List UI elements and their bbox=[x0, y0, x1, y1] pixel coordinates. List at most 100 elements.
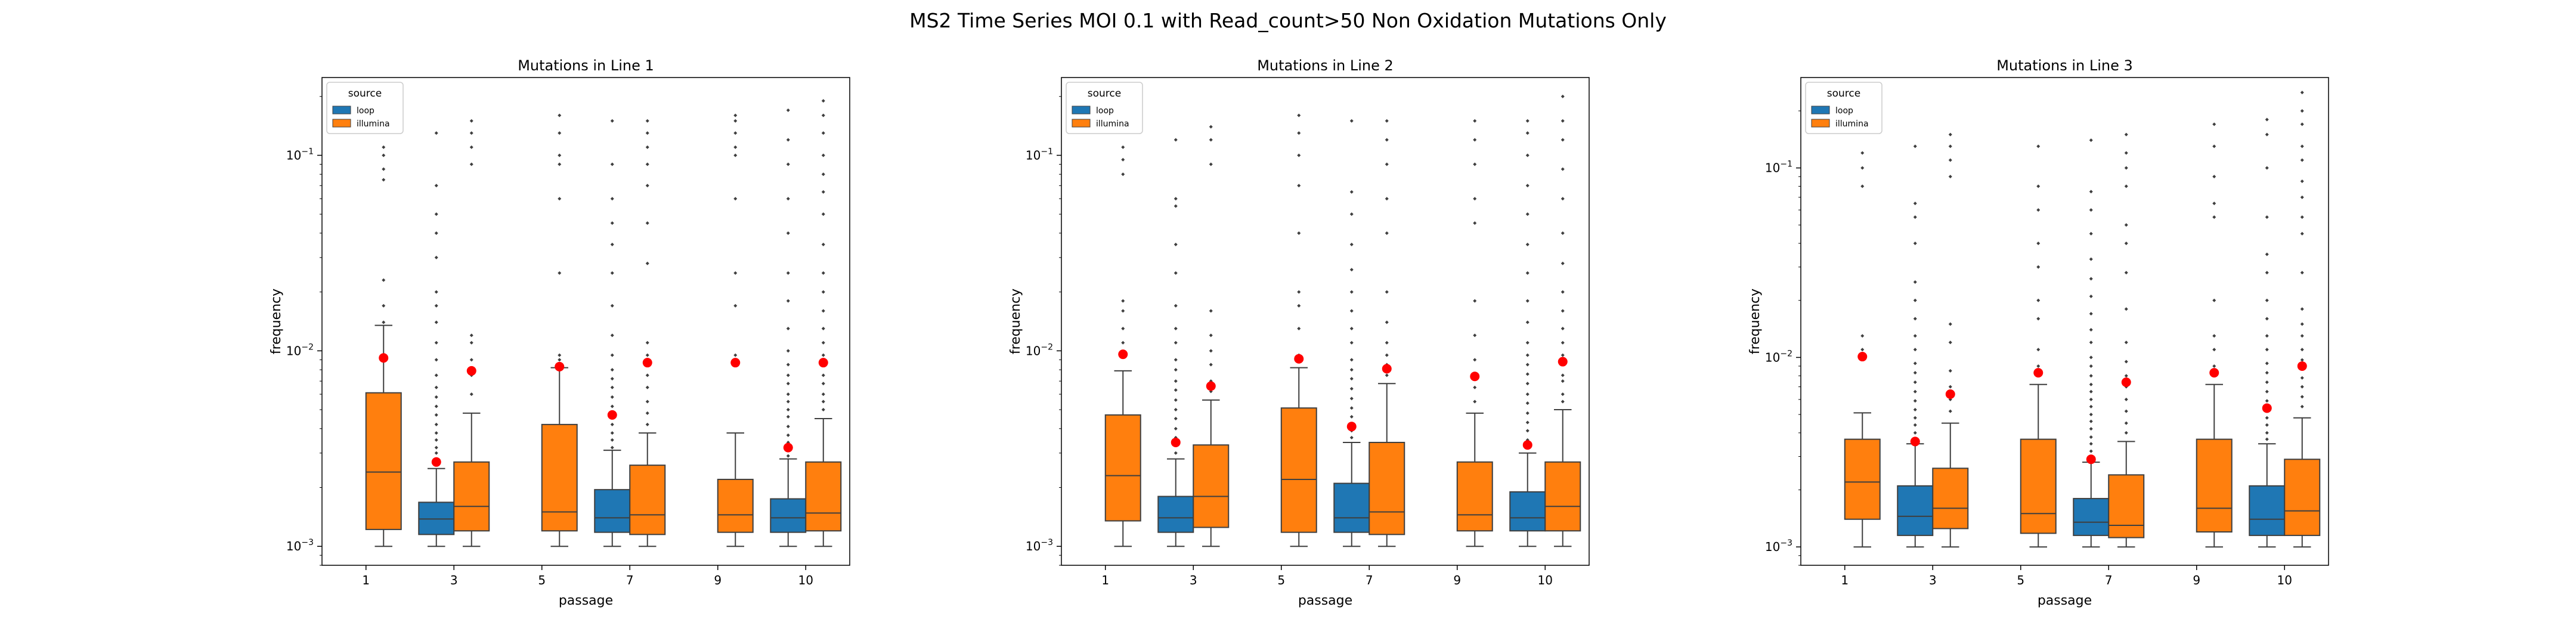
mean-marker-loop-passage-3 bbox=[431, 457, 441, 467]
box-iqr bbox=[453, 461, 490, 532]
x-tick-label: 5 bbox=[2017, 573, 2024, 587]
outlier-point bbox=[2089, 312, 2093, 316]
outlier-point bbox=[610, 445, 614, 450]
outlier-point bbox=[1349, 435, 1354, 439]
outlier-point bbox=[1385, 340, 1389, 345]
outlier-point bbox=[821, 400, 825, 404]
mean-marker-illumina-passage-1 bbox=[1857, 352, 1868, 362]
outlier-point bbox=[1525, 184, 1530, 188]
outlier-point bbox=[1209, 138, 1213, 142]
outlier-point bbox=[1297, 184, 1301, 188]
outlier-point bbox=[610, 438, 614, 442]
outlier-point bbox=[1913, 371, 1917, 375]
outlier-point bbox=[1561, 119, 1565, 123]
series-illumina bbox=[1844, 91, 2321, 548]
outlier-point bbox=[1174, 379, 1178, 383]
outlier-point bbox=[1913, 416, 1917, 420]
outlier-point bbox=[1349, 212, 1354, 216]
legend-label-loop: loop bbox=[1835, 106, 1853, 116]
y-axis-label: frequency bbox=[269, 289, 284, 354]
outlier-point bbox=[1121, 309, 1125, 313]
outlier-point bbox=[2124, 151, 2128, 155]
box-iqr bbox=[1509, 491, 1546, 532]
outlier-point bbox=[610, 333, 614, 338]
outlier-point bbox=[1174, 388, 1178, 392]
outlier-point bbox=[1473, 162, 1477, 166]
outlier-point bbox=[1473, 385, 1477, 389]
outlier-point bbox=[434, 395, 438, 399]
outlier-point bbox=[1349, 377, 1354, 381]
outlier-point bbox=[645, 353, 649, 357]
box-illumina-passage-9 bbox=[1456, 119, 1493, 547]
box-illumina-passage-5 bbox=[2020, 144, 2057, 548]
outlier-point bbox=[1561, 309, 1565, 313]
outlier-point bbox=[1174, 398, 1178, 402]
y-tick-exponent: −1 bbox=[301, 147, 314, 156]
outlier-point bbox=[1385, 373, 1389, 377]
outlier-point bbox=[2265, 423, 2269, 427]
outlier-point bbox=[1473, 221, 1477, 225]
outlier-point bbox=[1948, 369, 1952, 373]
box-illumina-passage-1 bbox=[1844, 151, 1881, 548]
outlier-point bbox=[821, 99, 825, 103]
series-loop bbox=[1157, 119, 1546, 547]
box-illumina-passage-1 bbox=[1104, 145, 1141, 547]
outlier-point bbox=[2124, 242, 2128, 246]
outlier-point bbox=[821, 326, 825, 330]
outlier-point bbox=[558, 353, 562, 357]
legend-swatch-loop bbox=[1072, 106, 1091, 114]
outlier-point bbox=[1561, 197, 1565, 201]
outlier-point bbox=[821, 190, 825, 194]
outlier-point bbox=[645, 400, 649, 404]
outlier-point bbox=[558, 358, 562, 362]
outlier-point bbox=[1561, 392, 1565, 397]
outlier-point bbox=[1349, 386, 1354, 391]
outlier-point bbox=[434, 231, 438, 235]
outlier-point bbox=[610, 197, 614, 201]
outlier-point bbox=[2300, 334, 2304, 338]
outlier-point bbox=[2300, 307, 2304, 311]
box-illumina-passage-9 bbox=[2196, 122, 2233, 548]
outlier-point bbox=[1349, 397, 1354, 401]
outlier-point bbox=[2124, 397, 2128, 401]
outlier-point bbox=[1525, 153, 1530, 157]
box-iqr bbox=[1544, 461, 1581, 532]
box-iqr bbox=[594, 489, 631, 533]
outlier-point bbox=[786, 373, 790, 377]
outlier-point bbox=[1525, 372, 1530, 376]
outlier-point bbox=[1174, 451, 1178, 455]
mean-marker-illumina-passage-7 bbox=[2121, 377, 2131, 387]
mean-marker-loop-passage-3 bbox=[1171, 437, 1181, 447]
mean-marker-illumina-passage-9 bbox=[2209, 368, 2219, 378]
x-tick-label: 10 bbox=[798, 573, 813, 587]
outlier-point bbox=[1209, 333, 1213, 338]
outlier-point bbox=[1525, 411, 1530, 415]
y-tick-label: 10−2 bbox=[1026, 342, 1053, 358]
mean-marker-loop-passage-7 bbox=[607, 410, 617, 420]
outlier-point bbox=[821, 353, 825, 357]
outlier-point bbox=[1349, 414, 1354, 419]
outlier-point bbox=[382, 167, 386, 171]
outlier-point bbox=[645, 119, 649, 123]
legend-title: source bbox=[1827, 88, 1860, 100]
outlier-point bbox=[2300, 109, 2304, 113]
outlier-point bbox=[1561, 340, 1565, 345]
box-loop-passage-3 bbox=[1157, 138, 1194, 547]
mean-marker-illumina-passage-1 bbox=[1118, 349, 1128, 360]
outlier-point bbox=[2124, 184, 2128, 188]
outlier-point bbox=[733, 304, 738, 308]
outlier-point bbox=[733, 197, 738, 201]
outlier-point bbox=[2265, 416, 2269, 420]
outlier-point bbox=[1948, 175, 1952, 179]
plot-frame bbox=[1800, 77, 2329, 566]
outlier-point bbox=[1121, 145, 1125, 149]
outlier-point bbox=[733, 271, 738, 275]
outlier-point bbox=[610, 431, 614, 435]
mean-marker-illumina-passage-5 bbox=[1294, 354, 1304, 364]
outlier-point bbox=[1385, 231, 1389, 235]
outlier-point bbox=[2265, 271, 2269, 275]
outlier-point bbox=[2036, 184, 2041, 188]
outlier-point bbox=[1561, 353, 1565, 357]
